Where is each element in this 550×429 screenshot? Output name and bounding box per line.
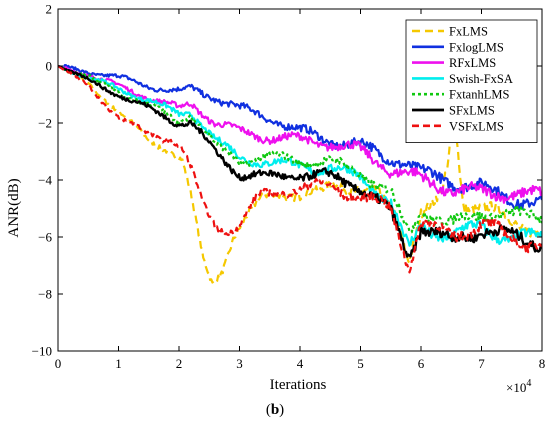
y-tick-label: 0 (46, 59, 53, 74)
x-tick-label: 6 (418, 356, 425, 371)
y-tick-label: −4 (38, 173, 52, 188)
y-tick-label: −8 (38, 287, 52, 302)
legend-box (405, 19, 538, 143)
x-multiplier-label: ×104 (506, 378, 531, 395)
y-tick-label: −6 (38, 230, 52, 245)
caption-letter: b (270, 402, 280, 418)
series-line-fxloglms (58, 63, 542, 210)
legend-entry-label: FxtanhLMS (449, 88, 509, 102)
y-tick-label: 2 (46, 2, 53, 17)
legend-entry-label: VSFxLMS (449, 119, 504, 133)
x-tick-label: 0 (55, 356, 62, 371)
y-axis-label: ANR(dB) (6, 178, 22, 237)
y-tick-label: −10 (32, 344, 52, 359)
x-tick-label: 2 (176, 356, 183, 371)
axes: 0 1 2 3 4 5 6 7 8 2 0 −2 −4 −6 −8 −10 (32, 2, 546, 372)
x-axis-label: Iterations (270, 377, 327, 393)
legend-entry-label: FxLMS (449, 25, 488, 39)
legend-entry-label: Swish-FxSA (449, 72, 513, 86)
legend-entry-label: RFxLMS (449, 56, 496, 70)
x-tick-label: 5 (357, 356, 364, 371)
x-tick-label: 1 (115, 356, 122, 371)
plot-area (58, 63, 542, 285)
x-tick-label: 3 (236, 356, 243, 371)
series-line-vsfxlms (58, 65, 542, 274)
series-line-fxlms (58, 65, 542, 285)
series-line-rfxlms (58, 64, 542, 204)
x-tick-label: 8 (539, 356, 546, 371)
legend-entry-label: FxlogLMS (449, 40, 504, 54)
y-tick-label: −2 (38, 116, 52, 131)
legend-entry-label: SFxLMS (449, 104, 495, 118)
figure-caption: (b) (265, 402, 285, 418)
x-tick-label: 7 (478, 356, 485, 371)
x-tick-label: 4 (297, 356, 304, 371)
